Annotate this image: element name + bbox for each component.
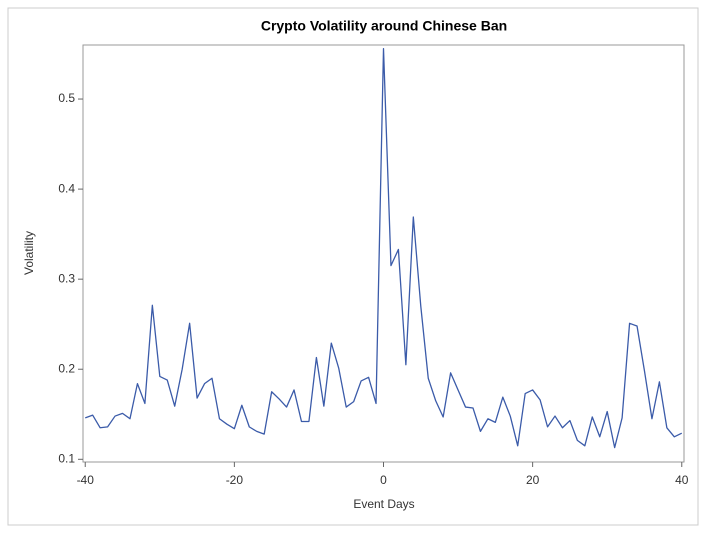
chart-title: Crypto Volatility around Chinese Ban xyxy=(261,18,507,34)
x-tick-label: -20 xyxy=(226,473,244,487)
y-tick-label: 0.1 xyxy=(58,451,75,465)
x-tick-label: -40 xyxy=(77,473,95,487)
y-tick-label: 0.3 xyxy=(58,271,75,285)
x-tick-label: 0 xyxy=(380,473,387,487)
y-tick-label: 0.4 xyxy=(58,181,75,195)
x-axis-label: Event Days xyxy=(353,497,414,511)
x-tick-label: 40 xyxy=(675,473,689,487)
data-line xyxy=(85,47,683,449)
x-tick-label: 20 xyxy=(526,473,540,487)
y-tick-label: 0.2 xyxy=(58,361,75,375)
chart-border xyxy=(7,7,699,526)
y-axis-label: Volatility xyxy=(22,231,36,275)
y-tick-label: 0.5 xyxy=(58,91,75,105)
